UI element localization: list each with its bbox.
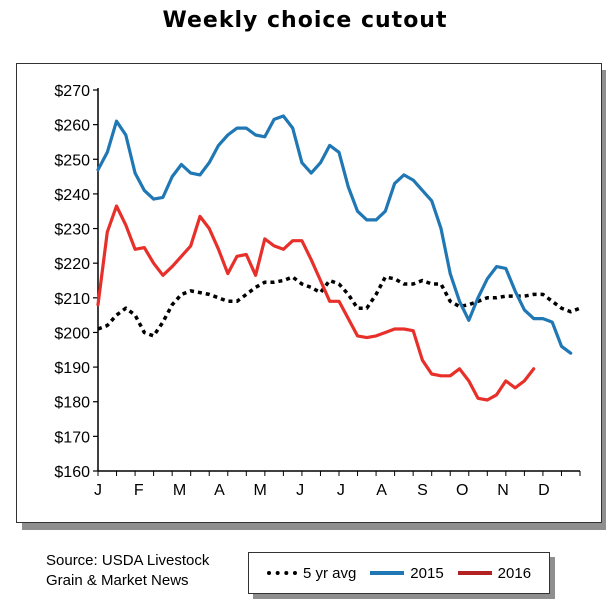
series-line-2015 — [96, 114, 573, 355]
y-tick-label: $250 — [54, 152, 90, 169]
y-tick-label: $160 — [54, 464, 90, 481]
x-tick-label: F — [134, 482, 144, 499]
x-tick-label: J — [296, 482, 304, 499]
x-tick-label: M — [254, 482, 267, 499]
y-tick-label: $210 — [54, 291, 90, 308]
legend-swatch-2016 — [457, 571, 492, 575]
x-tick-label: S — [417, 482, 428, 499]
y-tick-label: $170 — [54, 429, 90, 446]
y-tick-label: $180 — [54, 395, 90, 412]
legend-swatch-5yr-avg — [266, 571, 297, 575]
y-tick-label: $260 — [54, 118, 90, 135]
chart-frame: $270 $260 $250 $240 $230 $220 $210 $200 $190 $180… — [16, 63, 602, 523]
x-tick-label: D — [538, 482, 550, 499]
legend-entry-2015: 2015 — [370, 564, 444, 582]
source-note: Source: USDA Livestock Grain & Market Ne… — [46, 551, 209, 591]
x-tick-label: A — [214, 482, 225, 499]
series-line-2016 — [96, 204, 536, 402]
y-tick-label: $190 — [54, 360, 90, 377]
legend-label-5yr-avg: 5 yr avg — [302, 564, 357, 582]
legend-label-2016: 2016 — [497, 564, 532, 582]
chart-title: Weekly choice cutout — [162, 8, 448, 33]
y-tick-label: $200 — [54, 325, 90, 342]
plot-area: $270 $260 $250 $240 $230 $220 $210 $200 $190 $180… — [54, 83, 581, 499]
legend-label-2015: 2015 — [410, 564, 444, 582]
legend-entry-5yr-avg: 5 yr avg — [266, 564, 357, 582]
source-line-1: Source: USDA Livestock — [46, 552, 210, 569]
y-tick-label: $240 — [54, 187, 90, 204]
legend: 5 yr avg 2015 2016 — [248, 552, 550, 594]
y-tick-label: $270 — [54, 83, 90, 100]
x-tick-label: A — [376, 482, 387, 499]
x-tick-label: J — [337, 482, 345, 499]
x-tick-label: O — [456, 482, 468, 499]
x-tick-label: J — [94, 482, 102, 499]
x-tick-label: M — [173, 482, 186, 499]
legend-entry-2016: 2016 — [457, 564, 532, 582]
series-line-5-yr-avg — [97, 275, 581, 338]
y-tick-label: $220 — [54, 256, 90, 273]
y-tick-label: $230 — [54, 222, 90, 239]
x-tick-label: N — [497, 482, 509, 499]
legend-swatch-2015 — [370, 571, 405, 575]
source-line-2: Grain & Market News — [46, 572, 189, 589]
